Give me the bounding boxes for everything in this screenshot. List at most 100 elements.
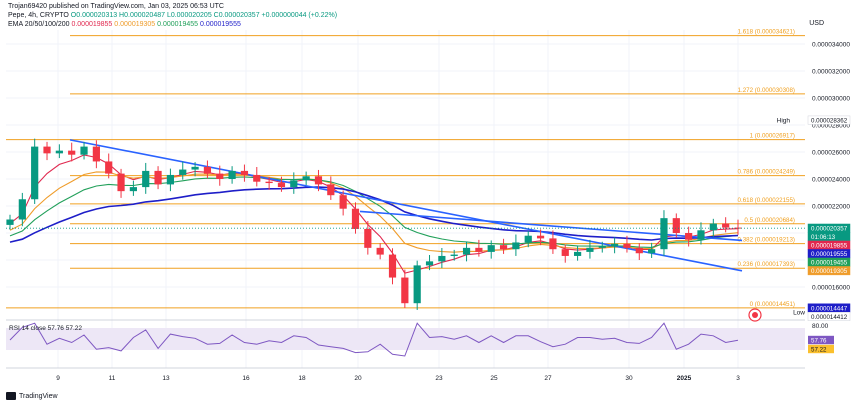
- fib-label: 0 (0.000014451): [750, 301, 795, 308]
- price-badge-label: 0.000019555: [811, 251, 848, 258]
- ema200-line: [9, 186, 739, 243]
- candle-body: [413, 265, 421, 304]
- candle-body: [142, 170, 150, 188]
- rsi-line: [9, 322, 739, 357]
- candle-body: [92, 146, 100, 162]
- candle-body: [598, 246, 606, 248]
- candle-body: [339, 195, 347, 209]
- candle-body: [376, 247, 384, 255]
- candle-body: [648, 249, 656, 254]
- ohlc-line: Pepe, 4h, CRYPTO O0.000020313 H0.0000204…: [8, 11, 337, 20]
- candle-body: [623, 243, 631, 248]
- candle-body: [586, 247, 594, 252]
- rsi-badge-label: 57.76: [811, 337, 827, 344]
- ema-label[interactable]: EMA 20/50/100/200: [8, 21, 70, 28]
- time-tick: 16: [242, 375, 250, 382]
- candle-body: [709, 223, 717, 231]
- fib-label: 0.236 (0.000017393): [738, 261, 795, 268]
- time-tick: 18: [298, 375, 306, 382]
- rsi-badge: [808, 335, 834, 345]
- grid: [6, 30, 805, 368]
- candle-body: [722, 223, 730, 228]
- candle-body: [425, 261, 434, 266]
- target-dot: [752, 312, 758, 318]
- trendlines: [69, 139, 743, 272]
- time-tick: 9: [56, 375, 60, 382]
- footer: TradingView: [6, 392, 58, 400]
- candle-body: [228, 170, 236, 179]
- candle-body: [685, 233, 693, 240]
- candle-body: [462, 247, 471, 255]
- time-tick: 25: [490, 375, 498, 382]
- fib-label: 0.5 (0.000020684): [744, 217, 795, 224]
- price-tick: 0.000016000: [812, 285, 850, 292]
- candle-body: [203, 166, 212, 174]
- candle-body: [117, 173, 125, 192]
- ema50-value: 0.000019305: [114, 21, 156, 28]
- candle-body: [438, 255, 446, 262]
- rsi-label: RSI 14 close 57.76 57.22: [9, 325, 82, 332]
- candle-body: [55, 150, 63, 154]
- fib-levels: 1.618 (0.000034621) 1.272 (0.000030308) 1 …: [6, 29, 805, 309]
- publish-info: Trojan69420 published on TradingView.com…: [8, 3, 224, 10]
- time-tick: 13: [162, 375, 170, 382]
- candle-body: [314, 176, 323, 185]
- trendline-resistance: [69, 139, 743, 272]
- candle-body: [105, 161, 113, 174]
- time-tick: 11: [109, 375, 116, 382]
- candle-body: [388, 254, 397, 278]
- candle-body: [660, 218, 668, 250]
- price-badge-label: 0.000014412: [811, 314, 848, 321]
- candle-body: [43, 146, 51, 154]
- candle-body: [6, 219, 14, 225]
- candle-body: [475, 247, 483, 252]
- candle-body: [302, 176, 310, 181]
- price-badge: [807, 312, 851, 321]
- candle-body: [573, 251, 582, 256]
- candle-body: [697, 230, 705, 240]
- time-tick: 30: [625, 375, 633, 382]
- fib-label: 1.618 (0.000034621): [738, 29, 795, 36]
- candle-body: [31, 146, 39, 200]
- candle-body: [154, 170, 162, 185]
- ohlc-values: O0.000020313 H0.000020487 L0.000020205 C…: [70, 12, 338, 19]
- candle-body: [253, 174, 261, 182]
- price-badge-label: 0.000019305: [811, 268, 848, 275]
- price-tick: 0.000032000: [812, 69, 850, 76]
- price-tick: 0.000022000: [812, 204, 850, 211]
- candle-body: [512, 242, 520, 250]
- ema-legend: EMA 20/50/100/200 0.000019855 0.00001930…: [8, 20, 337, 29]
- candle-body: [265, 181, 273, 184]
- target-icon[interactable]: [748, 308, 762, 322]
- time-tick: 2025: [677, 375, 692, 382]
- candle-body: [524, 235, 532, 243]
- candle-body: [80, 146, 88, 155]
- price-badge: [807, 266, 851, 276]
- candle-body: [401, 277, 409, 304]
- price-axis[interactable]: 0.000034000 0.000032000 0.000030000 0.00002…: [777, 42, 851, 321]
- currency-label[interactable]: USD: [809, 20, 824, 27]
- price-tick: 0.000034000: [812, 42, 850, 49]
- symbol-label[interactable]: Pepe, 4h, CRYPTO: [8, 12, 69, 19]
- price-badge-label: 0.000020357: [811, 226, 848, 233]
- candle-body: [536, 235, 545, 239]
- time-axis[interactable]: 9 11 13 16 18 20 23 25 27 30 2025 3: [6, 367, 805, 382]
- ema20-value: 0.000019855: [71, 21, 113, 28]
- fib-label: 0.618 (0.000022155): [738, 197, 795, 204]
- price-tick: 0.000030000: [812, 96, 850, 103]
- rsi-panel: RSI 14 close 57.76 57.22 80.00 57.76 57.22: [6, 319, 834, 357]
- trendline-support: [359, 210, 743, 242]
- candle-body: [290, 180, 298, 188]
- fib-label: 1 (0.000026917): [750, 133, 795, 140]
- rsi-badge-label: 57.22: [811, 346, 827, 353]
- rsi-band: [6, 328, 805, 350]
- candle-body: [635, 247, 643, 254]
- candle-body: [611, 243, 619, 247]
- candle-body: [191, 166, 199, 170]
- price-badge-label: 0.000014447: [811, 305, 848, 312]
- tradingview-logo-icon: [6, 392, 16, 400]
- fib-label: 0.786 (0.000024249): [738, 169, 795, 176]
- rsi-axis-tick: 80.00: [812, 323, 829, 330]
- candle-body: [351, 208, 360, 229]
